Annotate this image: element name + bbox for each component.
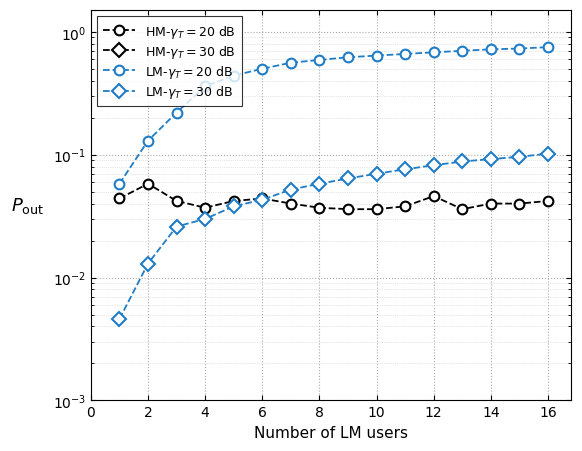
LM-$\gamma_T = 20$ dB: [516, 47, 523, 52]
HM-$\gamma_T = 20$ dB: [259, 196, 266, 202]
LM-$\gamma_T = 20$ dB: [173, 110, 180, 116]
LM-$\gamma_T = 30$ dB: [230, 204, 237, 210]
LM-$\gamma_T = 20$ dB: [545, 45, 552, 51]
LM-$\gamma_T = 30$ dB: [402, 167, 409, 173]
HM-$\gamma_T = 30$ dB: [402, 442, 409, 447]
Legend: HM-$\gamma_T = 20$ dB, HM-$\gamma_T = 30$ dB, LM-$\gamma_T = 20$ dB, LM-$\gamma_: HM-$\gamma_T = 20$ dB, HM-$\gamma_T = 30…: [97, 17, 242, 107]
LM-$\gamma_T = 20$ dB: [430, 51, 437, 56]
HM-$\gamma_T = 20$ dB: [230, 199, 237, 204]
LM-$\gamma_T = 20$ dB: [345, 55, 352, 61]
X-axis label: Number of LM users: Number of LM users: [254, 425, 408, 440]
HM-$\gamma_T = 20$ dB: [173, 199, 180, 204]
HM-$\gamma_T = 30$ dB: [430, 439, 437, 445]
LM-$\gamma_T = 20$ dB: [144, 138, 151, 144]
HM-$\gamma_T = 20$ dB: [459, 207, 466, 212]
LM-$\gamma_T = 20$ dB: [373, 54, 380, 59]
LM-$\gamma_T = 20$ dB: [487, 47, 494, 53]
HM-$\gamma_T = 20$ dB: [545, 199, 552, 204]
Line: HM-$\gamma_T = 20$ dB: HM-$\gamma_T = 20$ dB: [115, 179, 553, 215]
HM-$\gamma_T = 20$ dB: [345, 207, 352, 212]
Line: LM-$\gamma_T = 20$ dB: LM-$\gamma_T = 20$ dB: [115, 43, 553, 189]
HM-$\gamma_T = 20$ dB: [288, 202, 294, 207]
HM-$\gamma_T = 30$ dB: [116, 446, 123, 451]
LM-$\gamma_T = 20$ dB: [288, 61, 294, 66]
LM-$\gamma_T = 20$ dB: [116, 182, 123, 187]
LM-$\gamma_T = 30$ dB: [288, 188, 294, 193]
LM-$\gamma_T = 30$ dB: [487, 157, 494, 162]
LM-$\gamma_T = 20$ dB: [316, 58, 323, 64]
LM-$\gamma_T = 30$ dB: [116, 317, 123, 322]
LM-$\gamma_T = 30$ dB: [345, 176, 352, 182]
HM-$\gamma_T = 20$ dB: [516, 202, 523, 207]
LM-$\gamma_T = 30$ dB: [545, 152, 552, 157]
LM-$\gamma_T = 20$ dB: [259, 67, 266, 72]
HM-$\gamma_T = 30$ dB: [459, 446, 466, 451]
HM-$\gamma_T = 20$ dB: [202, 206, 209, 211]
Y-axis label: $P_{\mathrm{out}}$: $P_{\mathrm{out}}$: [11, 196, 44, 216]
HM-$\gamma_T = 20$ dB: [144, 182, 151, 187]
HM-$\gamma_T = 20$ dB: [402, 204, 409, 210]
HM-$\gamma_T = 20$ dB: [373, 207, 380, 212]
LM-$\gamma_T = 30$ dB: [430, 163, 437, 169]
HM-$\gamma_T = 20$ dB: [116, 196, 123, 202]
Line: HM-$\gamma_T = 30$ dB: HM-$\gamma_T = 30$ dB: [115, 437, 553, 451]
LM-$\gamma_T = 30$ dB: [373, 172, 380, 177]
LM-$\gamma_T = 30$ dB: [516, 155, 523, 160]
LM-$\gamma_T = 20$ dB: [402, 52, 409, 58]
LM-$\gamma_T = 30$ dB: [316, 182, 323, 187]
HM-$\gamma_T = 20$ dB: [316, 206, 323, 211]
HM-$\gamma_T = 20$ dB: [430, 194, 437, 199]
LM-$\gamma_T = 20$ dB: [202, 84, 209, 90]
LM-$\gamma_T = 30$ dB: [259, 198, 266, 203]
LM-$\gamma_T = 20$ dB: [459, 49, 466, 55]
LM-$\gamma_T = 30$ dB: [173, 224, 180, 230]
LM-$\gamma_T = 20$ dB: [230, 74, 237, 79]
HM-$\gamma_T = 30$ dB: [545, 442, 552, 447]
Line: LM-$\gamma_T = 30$ dB: LM-$\gamma_T = 30$ dB: [115, 149, 553, 324]
LM-$\gamma_T = 30$ dB: [459, 159, 466, 165]
LM-$\gamma_T = 30$ dB: [202, 217, 209, 222]
HM-$\gamma_T = 20$ dB: [487, 202, 494, 207]
LM-$\gamma_T = 30$ dB: [144, 261, 151, 267]
